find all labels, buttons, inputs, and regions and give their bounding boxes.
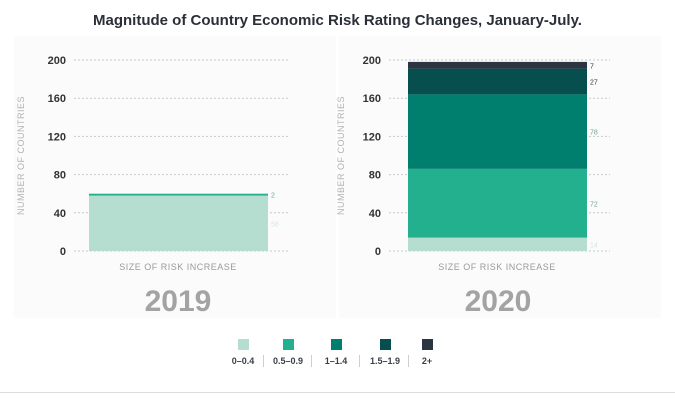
- y-tick-label: 0: [60, 246, 66, 258]
- y-tick-label: 200: [363, 55, 381, 67]
- y-tick-label: 120: [363, 131, 381, 143]
- data-label: 14: [590, 242, 598, 249]
- charts-canvas: 0 40 80 120 160 200 NUMBER OF COUNTRIES SIZE OF…: [16, 55, 610, 272]
- y-tick-label: 200: [48, 55, 66, 67]
- legend-item-2plus: 2+: [397, 339, 457, 366]
- year-label-2019: 2019: [144, 285, 212, 318]
- legend-divider: [408, 355, 409, 367]
- bar-segment-0–0.4: [408, 237, 587, 251]
- legend-swatch-1-1.4: [330, 339, 342, 350]
- y-tick-label: 160: [363, 93, 381, 105]
- legend-swatch-2plus: [421, 339, 433, 350]
- y-axis-label: NUMBER OF COUNTRIES: [336, 96, 346, 215]
- data-label: 58: [271, 221, 279, 228]
- x-axis-label: SIZE OF RISK INCREASE: [119, 262, 237, 272]
- y-tick-label: 40: [369, 208, 381, 220]
- y-tick-label: 80: [369, 170, 381, 182]
- legend-label-0.5-0.9: 0.5–0.9: [272, 356, 304, 366]
- legend-swatch-1.5-1.9: [379, 339, 391, 350]
- legend-divider: [263, 355, 264, 367]
- chart-title: Magnitude of Country Economic Risk Ratin…: [93, 12, 582, 29]
- data-label: 72: [590, 201, 598, 208]
- legend: 0–0.4 0.5–0.9 1–1.4 1.5–1.9 2+: [0, 339, 675, 379]
- legend-label-1-1.4: 1–1.4: [324, 356, 348, 366]
- bar-segment-1–1.4: [408, 94, 587, 169]
- y-tick-label: 80: [54, 170, 66, 182]
- data-label: 27: [590, 79, 598, 86]
- legend-item-1.5-1.9: 1.5–1.9: [355, 339, 415, 366]
- bottom-divider: [0, 392, 675, 393]
- legend-label-0-0.4: 0–0.4: [231, 356, 255, 366]
- bar-segment-0.5–0.9: [408, 168, 587, 238]
- bar-segment-1.5–1.9: [408, 68, 587, 95]
- bar-segment-0–0.4: [89, 195, 268, 251]
- legend-divider: [359, 355, 360, 367]
- data-label: 7: [590, 63, 594, 70]
- legend-item-0.5-0.9: 0.5–0.9: [258, 339, 318, 366]
- y-axis-label: NUMBER OF COUNTRIES: [16, 96, 26, 215]
- bar-segment-0.5–0.9: [89, 193, 268, 196]
- legend-label-2plus: 2+: [421, 356, 433, 366]
- data-label: 2: [271, 193, 275, 200]
- y-tick-label: 0: [375, 246, 381, 258]
- bar-segment-2+: [408, 61, 587, 69]
- y-tick-label: 120: [48, 131, 66, 143]
- x-axis-label: SIZE OF RISK INCREASE: [438, 262, 556, 272]
- legend-swatch-0.5-0.9: [282, 339, 294, 350]
- data-label: 78: [590, 130, 598, 137]
- legend-item-0-0.4: 0–0.4: [213, 339, 273, 366]
- panel-2019-background: [14, 36, 336, 318]
- legend-item-1-1.4: 1–1.4: [306, 339, 366, 366]
- y-tick-label: 160: [48, 93, 66, 105]
- legend-label-1.5-1.9: 1.5–1.9: [369, 356, 401, 366]
- y-tick-label: 40: [54, 208, 66, 220]
- year-label-2020: 2020: [464, 285, 532, 318]
- legend-swatch-0-0.4: [237, 339, 249, 350]
- legend-divider: [311, 355, 312, 367]
